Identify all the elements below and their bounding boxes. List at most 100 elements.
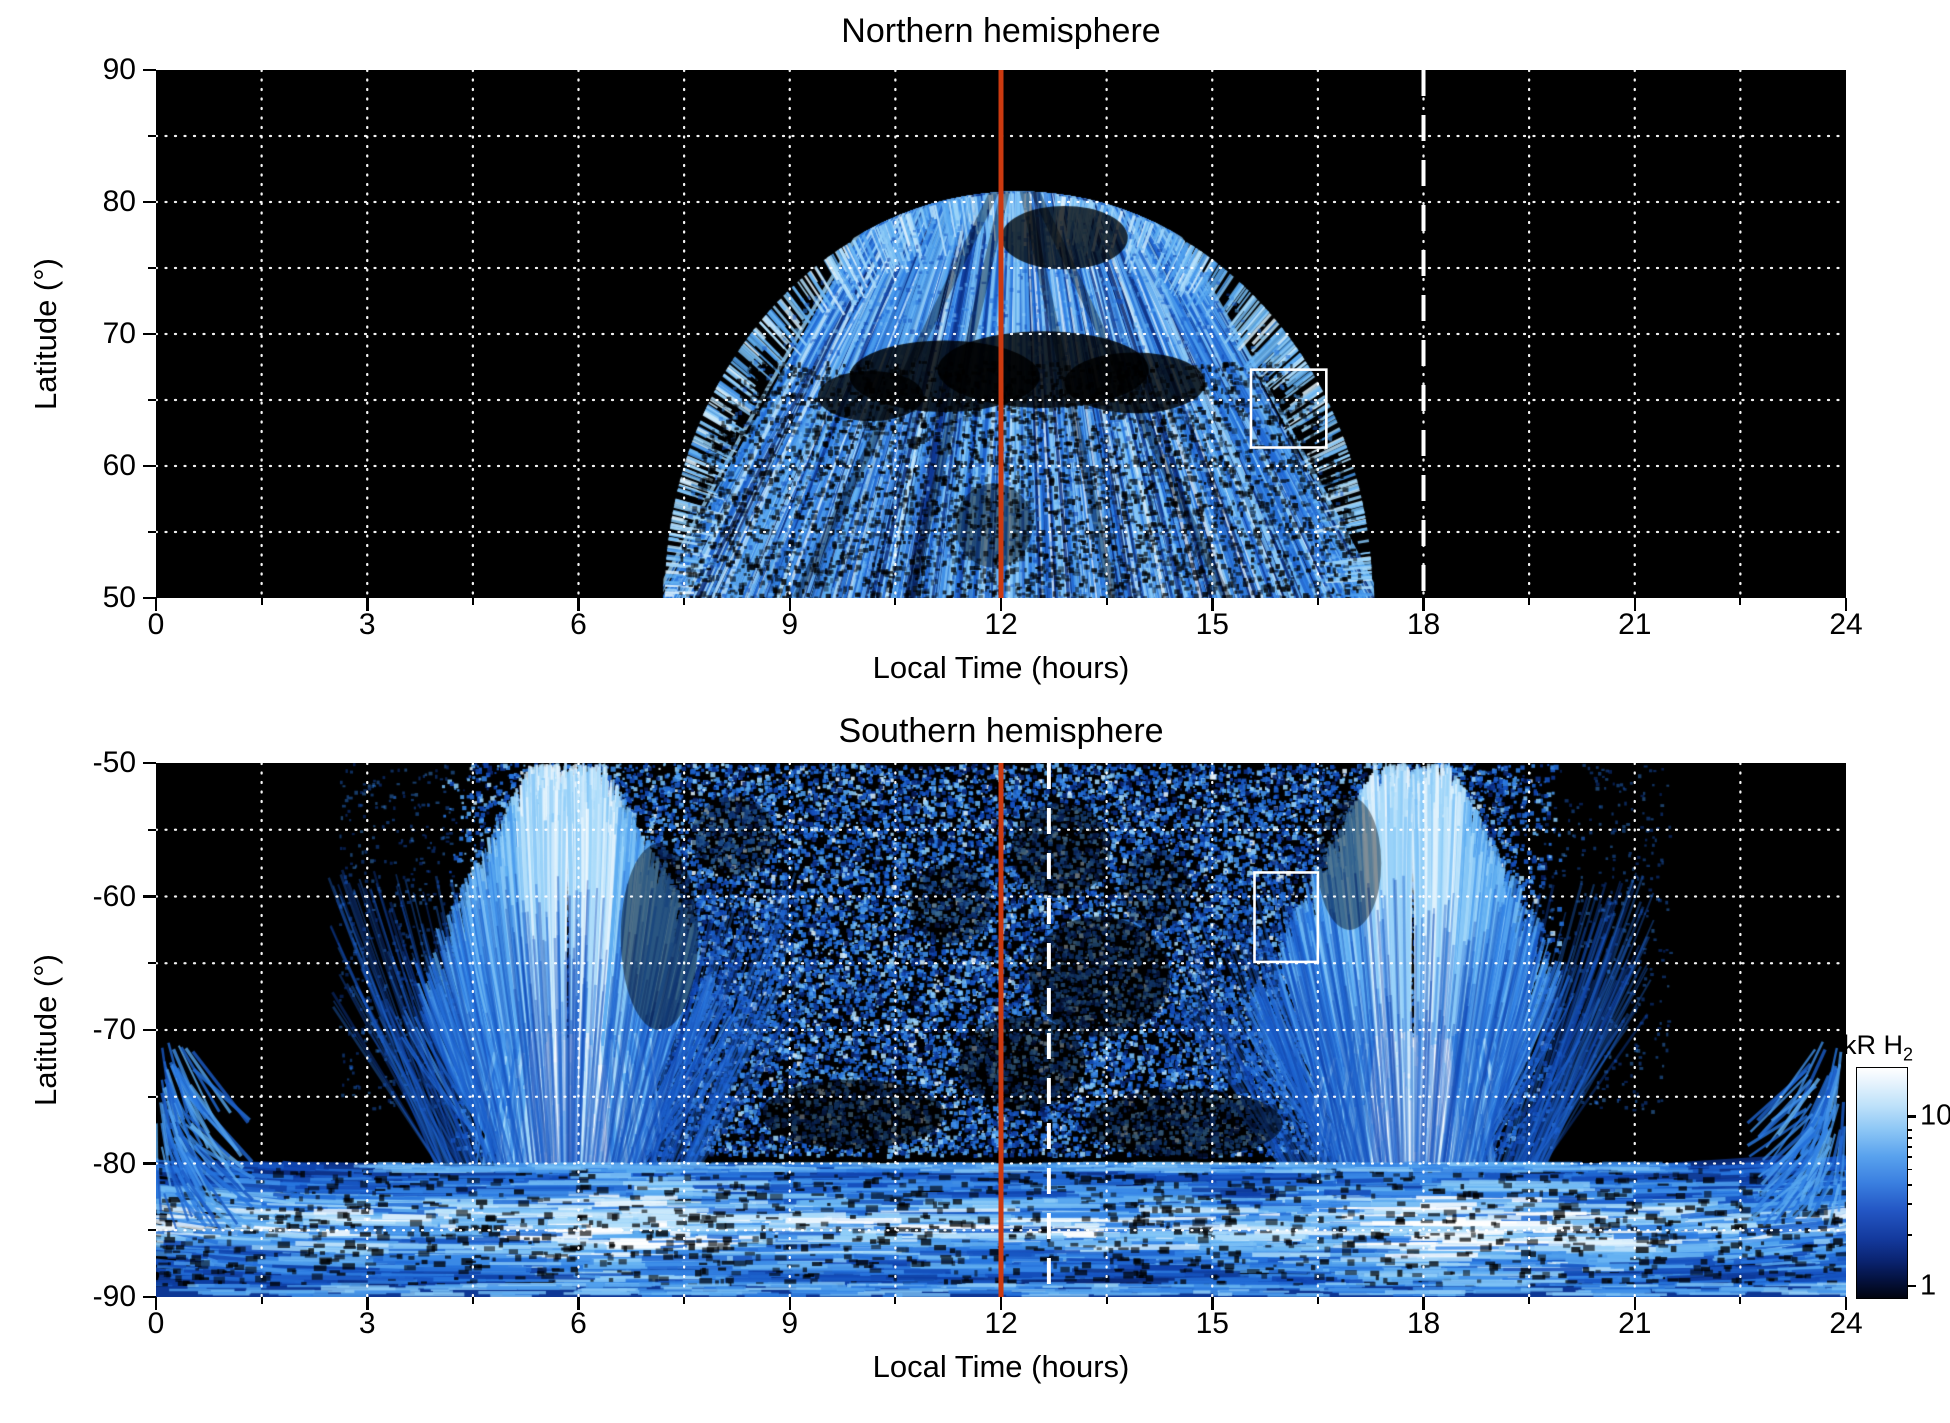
x-minor-tick-mark [683,598,686,605]
x-tick-label: 18 [1406,608,1441,641]
y-tick-mark [143,1028,156,1032]
colorbar-title-text: kR H [1843,1030,1903,1060]
colorbar-tick-mark [1907,1284,1916,1287]
colorbar-tick-label: 10 [1920,1099,1950,1132]
x-tick-label: 0 [147,1307,165,1340]
colorbar-minor-tick-mark [1907,1137,1912,1139]
x-tick-label: 21 [1618,1307,1652,1340]
x-tick-mark [154,1297,158,1310]
y-tick-label: 70 [102,317,136,350]
y-tick-mark [143,200,156,204]
x-minor-tick-mark [471,598,474,605]
y-tick-mark [143,464,156,468]
x-tick-mark [154,598,158,611]
x-tick-mark [788,1297,792,1310]
x-minor-tick-mark [683,1297,686,1304]
x-tick-mark [999,1297,1003,1310]
x-minor-tick-mark [1739,1297,1742,1304]
x-tick-mark [999,598,1003,611]
y-tick-label: 50 [102,581,136,614]
x-tick-mark [1844,1297,1848,1310]
colorbar [1856,1067,1908,1299]
y-tick-mark [143,1162,156,1165]
y-minor-tick-mark [148,135,156,137]
y-tick-label: 80 [102,185,136,218]
x-tick-label: 15 [1195,1307,1229,1340]
colorbar-minor-tick-mark [1907,1203,1912,1205]
y-minor-tick-mark [148,1095,156,1098]
y-tick-mark [143,761,156,765]
panel-title-north: Northern hemisphere [841,12,1161,50]
colorbar-minor-tick-mark [1907,1183,1912,1186]
y-tick-mark [143,68,156,72]
x-tick-label: 12 [984,1307,1018,1340]
highlight-box [1253,871,1320,964]
x-tick-mark [366,1297,369,1310]
colorbar-minor-tick-mark [1907,1168,1912,1171]
x-tick-label: 24 [1829,1307,1863,1340]
y-minor-tick-mark [148,267,156,269]
y-tick-mark [143,1295,156,1299]
colorbar-tick-label: 1 [1920,1269,1937,1301]
y-tick-label: 60 [102,449,136,482]
y-tick-label: -70 [92,1013,136,1046]
x-tick-mark [577,1297,580,1310]
x-minor-tick-mark [1105,598,1108,605]
x-tick-label: 15 [1195,608,1229,641]
colorbar-title: kR H2 [1843,1030,1913,1065]
x-minor-tick-mark [894,1297,897,1304]
x-minor-tick-mark [1316,1297,1319,1304]
y-tick-label: -60 [92,879,136,913]
colorbar-title-sub: 2 [1903,1044,1914,1065]
y-tick-label: -90 [92,1280,136,1313]
x-tick-label: 0 [147,608,165,641]
overlay-north [156,70,1846,598]
x-tick-label: 6 [570,608,587,641]
x-minor-tick-mark [1528,1297,1531,1304]
highlight-box [1249,368,1328,449]
y-minor-tick-mark [148,1229,156,1232]
x-tick-mark [1633,598,1637,611]
x-tick-label: 21 [1618,608,1652,641]
x-minor-tick-mark [471,1297,474,1304]
x-tick-label: 9 [781,1307,799,1340]
y-minor-tick-mark [148,399,156,401]
x-minor-tick-mark [1528,598,1531,605]
x-tick-mark [366,598,369,611]
x-tick-label: 18 [1406,1307,1441,1340]
x-tick-mark [1844,598,1848,611]
colorbar-minor-tick-mark [1907,1128,1912,1131]
x-tick-mark [1211,1297,1214,1310]
x-tick-mark [1422,1297,1425,1310]
plot-area-south [156,763,1846,1297]
x-tick-mark [1211,598,1214,611]
y-tick-mark [143,332,156,336]
x-tick-mark [1633,1297,1637,1310]
x-tick-label: 9 [781,608,799,641]
x-tick-mark [577,598,580,611]
x-tick-label: 3 [358,1307,376,1340]
x-tick-label: 24 [1829,608,1863,641]
x-minor-tick-mark [260,598,263,605]
x-axis-label-south: Local Time (hours) [872,1349,1130,1384]
panel-title-south: Southern hemisphere [838,712,1164,750]
y-minor-tick-mark [148,531,156,533]
x-tick-label: 6 [570,1307,587,1340]
y-tick-mark [143,895,156,898]
colorbar-tick-mark [1907,1115,1916,1118]
plot-area-north [156,70,1846,598]
y-minor-tick-mark [148,962,156,965]
y-minor-tick-mark [148,828,156,831]
colorbar-minor-tick-mark [1907,1234,1912,1236]
x-tick-mark [1422,598,1425,611]
x-minor-tick-mark [1739,598,1742,605]
x-tick-mark [788,598,792,611]
x-minor-tick-mark [1316,598,1319,605]
x-tick-label: 12 [984,608,1018,641]
overlay-south [156,763,1846,1297]
y-tick-label: -80 [92,1146,136,1180]
x-minor-tick-mark [1105,1297,1108,1304]
x-tick-label: 3 [358,608,376,641]
x-axis-label-north: Local Time (hours) [872,650,1130,685]
